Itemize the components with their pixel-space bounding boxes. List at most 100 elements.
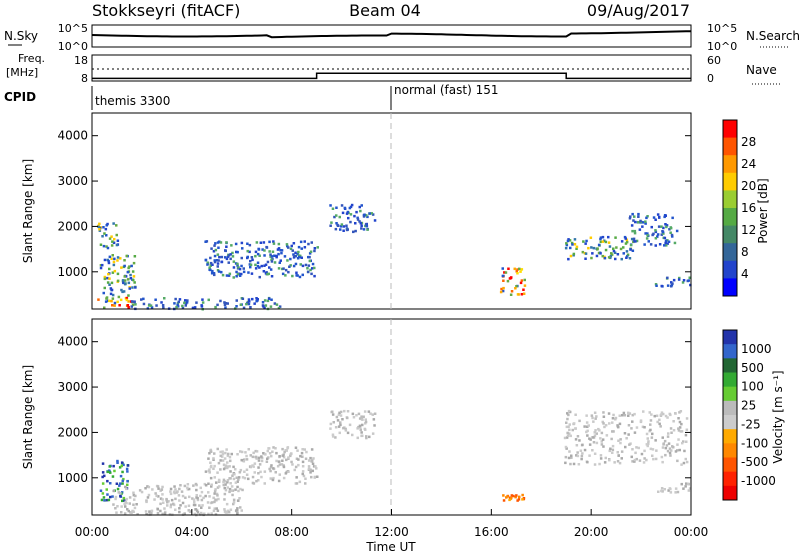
velocity-cell [123, 502, 126, 506]
power-cell [658, 243, 662, 246]
power-cell [501, 267, 504, 270]
velocity-cell [684, 433, 688, 437]
power-cell [273, 302, 277, 305]
power-cell [645, 216, 648, 220]
power-cell [634, 220, 637, 224]
power-cell [101, 263, 104, 267]
velocity-cell [356, 427, 359, 430]
velocity-cell [253, 471, 256, 474]
velocity-cell [294, 446, 298, 449]
velocity-cell [295, 482, 299, 485]
velocity-cell [515, 494, 518, 497]
power-cell [133, 300, 136, 303]
power-y-axis: 1000 2000 3000 4000 [57, 129, 691, 279]
velocity-cell [222, 478, 226, 482]
velocity-cell [213, 476, 216, 479]
power-cell [206, 263, 209, 266]
power-cell [280, 249, 284, 252]
power-cell [111, 304, 114, 307]
velocity-cell [618, 414, 621, 417]
velocity-cell [153, 498, 156, 501]
velocity-cell [159, 509, 162, 513]
power-cell [342, 229, 345, 232]
velocity-cell [160, 488, 163, 491]
velocity-cell [161, 512, 164, 516]
velocity-cell [192, 498, 196, 501]
velocity-cell [368, 435, 371, 439]
power-cell [240, 272, 243, 276]
power-cell [660, 284, 663, 288]
velocity-cell [646, 437, 649, 440]
velocity-cell [209, 448, 213, 452]
power-cell [363, 213, 366, 216]
velocity-cell [200, 511, 203, 515]
velocity-cell [603, 461, 607, 464]
velocity-cell [231, 493, 234, 497]
velocity-cell [184, 496, 187, 499]
cpid-segment-1: themis 3300 [95, 94, 170, 108]
velocity-cell [213, 492, 216, 495]
power-cell [646, 234, 649, 237]
power-cell [266, 273, 269, 276]
velocity-cell [232, 498, 236, 502]
power-cbar-tick: 20 [741, 179, 756, 193]
power-cell [269, 305, 273, 308]
power-cell [269, 268, 273, 271]
power-cell [688, 276, 691, 279]
power-cell [665, 225, 668, 229]
power-cell [308, 259, 312, 263]
power-cell [113, 257, 116, 261]
power-cell [589, 236, 593, 239]
power-cell [568, 239, 572, 242]
x-tick-label: 00:00 [674, 525, 709, 539]
velocity-cell [336, 419, 340, 422]
power-cell [217, 259, 220, 262]
noise-sky-trace [91, 30, 692, 39]
power-cell [106, 281, 110, 284]
power-cell [223, 301, 226, 304]
power-cell [125, 254, 128, 258]
power-cell [123, 259, 126, 262]
power-cell [293, 254, 296, 258]
power-cell [247, 271, 250, 274]
power-cell [113, 269, 117, 273]
power-cell [204, 240, 207, 243]
power-cell [115, 233, 118, 237]
velocity-cell [335, 415, 339, 419]
power-cell [616, 253, 620, 256]
velocity-cell [229, 459, 232, 463]
velocity-cell [173, 491, 176, 495]
velocity-cell [564, 455, 568, 459]
velocity-cell [661, 446, 665, 449]
velocity-cell [649, 428, 652, 432]
velocity-cell [627, 424, 631, 427]
velocity-cell [617, 454, 620, 457]
velocity-cell [178, 507, 181, 510]
power-cell [111, 297, 115, 300]
velocity-cell [651, 448, 655, 451]
velocity-cell [334, 426, 338, 429]
power-cell [255, 241, 259, 244]
noise-left-tick-top: 10^5 [58, 22, 88, 35]
power-cell [604, 240, 608, 244]
velocity-cell [228, 465, 231, 468]
power-cell [112, 241, 116, 244]
power-cell [231, 251, 234, 255]
power-cell [263, 249, 266, 252]
velocity-cell [232, 502, 235, 506]
power-cell [287, 270, 290, 274]
power-cell [279, 259, 282, 262]
velocity-cell [263, 482, 266, 485]
velocity-cell [683, 449, 686, 453]
velocity-cell [287, 470, 290, 473]
power-cell [247, 298, 251, 301]
power-cell [263, 254, 266, 257]
power-cell [123, 279, 127, 282]
power-cell [108, 277, 111, 280]
power-cell [584, 242, 587, 245]
power-cell [329, 204, 332, 207]
power-cell [217, 270, 221, 273]
velocity-cell [195, 509, 199, 512]
velocity-cell [286, 446, 289, 450]
power-cell [210, 247, 213, 250]
